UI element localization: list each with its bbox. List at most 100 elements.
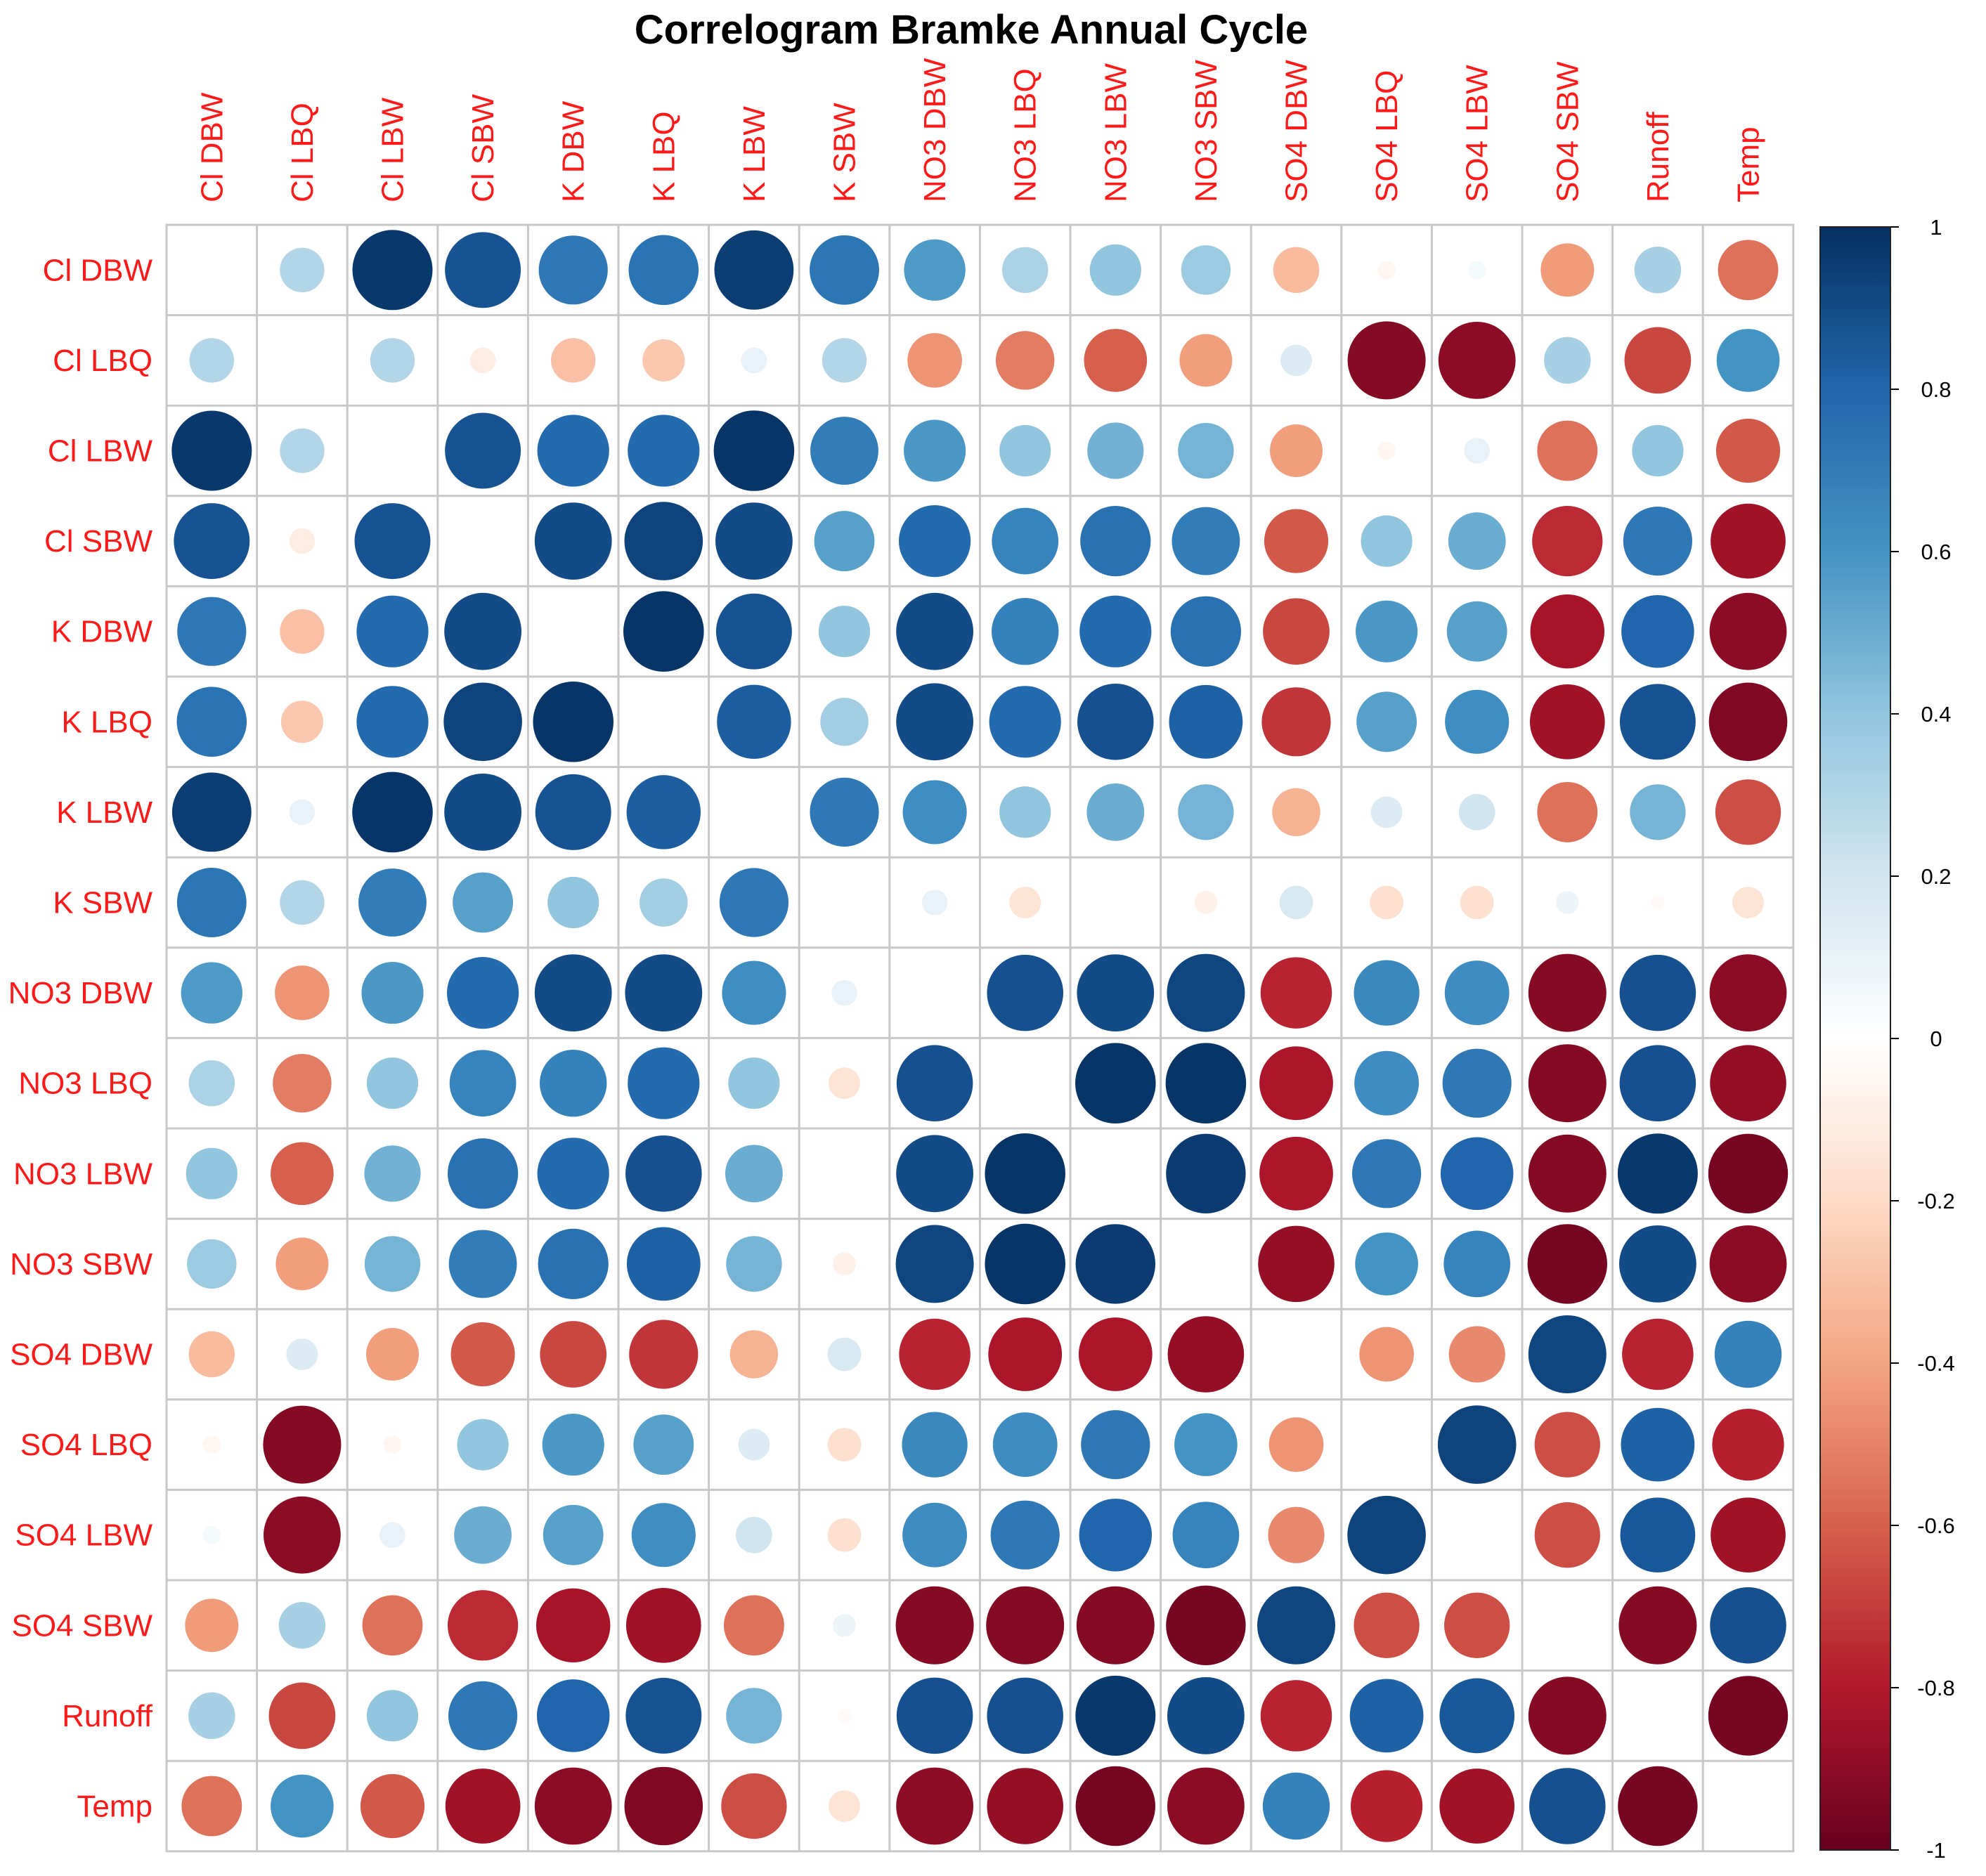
- correlation-circle: [1544, 337, 1591, 384]
- correlation-circle: [899, 1318, 971, 1390]
- row-label: SO4 LBW: [15, 1518, 152, 1553]
- correlation-circle: [1618, 1766, 1698, 1846]
- correlation-circle: [1347, 1495, 1426, 1575]
- correlation-circle: [1260, 957, 1332, 1029]
- correlation-circle: [1377, 441, 1396, 460]
- correlation-circle: [1438, 321, 1516, 399]
- correlation-circle: [715, 593, 792, 670]
- correlation-circle: [1167, 1676, 1245, 1754]
- correlation-circle: [1620, 1497, 1696, 1573]
- correlation-circle: [1619, 1045, 1696, 1121]
- row-label: NO3 SBW: [10, 1247, 152, 1282]
- correlation-circle: [289, 799, 316, 826]
- correlation-circle: [1467, 261, 1486, 280]
- correlation-circle: [1194, 891, 1218, 914]
- correlation-circle: [625, 1587, 701, 1663]
- column-label: NO3 DBW: [918, 58, 952, 202]
- correlation-circle: [1532, 505, 1603, 577]
- correlation-circle: [445, 412, 521, 489]
- correlation-circle: [1445, 689, 1510, 754]
- colorbar-tick-label: 0.8: [1921, 377, 1951, 402]
- correlation-circle: [536, 1588, 611, 1663]
- correlation-circle: [1714, 1320, 1782, 1388]
- correlation-circle: [1351, 1139, 1422, 1209]
- correlation-circle: [1179, 334, 1233, 387]
- correlation-circle: [547, 876, 599, 929]
- correlation-circle: [365, 1327, 420, 1381]
- correlation-circle: [624, 502, 703, 580]
- correlation-circle: [1355, 1232, 1418, 1296]
- correlation-circle: [448, 1681, 518, 1751]
- correlation-circle: [263, 1496, 341, 1574]
- correlation-circle: [999, 786, 1051, 838]
- colorbar-tick-label: -0.4: [1917, 1351, 1954, 1376]
- correlation-circle: [1530, 594, 1605, 669]
- correlation-circle: [1619, 684, 1696, 760]
- correlation-circle: [717, 684, 791, 760]
- correlation-circle: [725, 1145, 783, 1203]
- correlation-circle: [1262, 1772, 1330, 1840]
- correlation-circle: [999, 424, 1051, 477]
- correlation-circle: [625, 1135, 702, 1212]
- correlation-circle: [631, 1503, 696, 1568]
- colorbar-tick-label: 0.4: [1921, 702, 1951, 727]
- correlation-circle: [454, 1506, 512, 1564]
- correlation-circle: [457, 1419, 509, 1471]
- correlation-circle: [1710, 1587, 1786, 1664]
- correlation-circle: [810, 417, 878, 485]
- correlation-circle: [714, 230, 794, 310]
- correlation-circle: [1260, 1680, 1332, 1752]
- correlation-circle: [715, 502, 793, 580]
- correlation-circle: [271, 1142, 334, 1206]
- correlation-circle: [551, 338, 596, 383]
- row-label: Cl SBW: [44, 524, 152, 559]
- correlation-circle: [1618, 1225, 1696, 1303]
- colorbar-tick-label: 0.2: [1921, 864, 1951, 889]
- correlation-circle: [987, 954, 1063, 1031]
- correlation-circle: [1349, 1679, 1424, 1753]
- correlation-circle: [1356, 600, 1418, 663]
- column-label: K DBW: [557, 100, 591, 202]
- correlation-circle: [181, 1776, 242, 1837]
- correlation-circle: [1264, 509, 1329, 573]
- correlation-circle: [1708, 682, 1788, 762]
- correlation-circle: [1528, 1044, 1607, 1123]
- correlation-circle: [444, 592, 522, 670]
- correlation-circle: [1528, 1134, 1607, 1213]
- correlation-circle: [534, 954, 612, 1032]
- correlation-circle: [896, 1767, 974, 1845]
- correlation-circle: [1712, 1408, 1784, 1481]
- correlation-circle: [188, 1060, 235, 1107]
- correlation-circle: [1269, 424, 1323, 478]
- correlation-circle: [1458, 794, 1495, 830]
- correlation-circle: [625, 1677, 702, 1754]
- correlation-circle: [1529, 1768, 1606, 1844]
- column-label: K LBW: [737, 106, 772, 202]
- correlation-circle: [1448, 512, 1506, 571]
- correlation-circle: [1076, 1586, 1155, 1665]
- correlation-circle: [286, 1338, 318, 1370]
- correlation-circle: [289, 528, 316, 554]
- correlation-circle: [898, 504, 971, 578]
- correlation-circle: [535, 774, 611, 850]
- row-label: NO3 DBW: [8, 976, 153, 1010]
- column-label: NO3 LBW: [1098, 63, 1133, 202]
- correlation-circle: [1259, 1136, 1333, 1211]
- correlation-circle: [987, 1677, 1063, 1754]
- correlation-circle: [1709, 1225, 1787, 1303]
- correlation-circle: [1166, 1585, 1246, 1666]
- correlation-circle: [543, 1504, 604, 1565]
- correlation-circle: [991, 597, 1059, 665]
- correlation-circle: [896, 1135, 974, 1213]
- row-label: K SBW: [53, 886, 152, 920]
- correlation-circle: [625, 954, 703, 1032]
- row-label: Temp: [77, 1790, 152, 1824]
- correlation-circle: [1261, 687, 1331, 757]
- correlation-circle: [443, 682, 522, 762]
- correlation-circle: [1166, 1133, 1246, 1214]
- correlation-circle: [1178, 784, 1234, 840]
- correlation-circle: [1167, 1316, 1245, 1393]
- colorbar-tick-label: 1: [1930, 215, 1942, 240]
- correlation-circle: [1361, 515, 1413, 567]
